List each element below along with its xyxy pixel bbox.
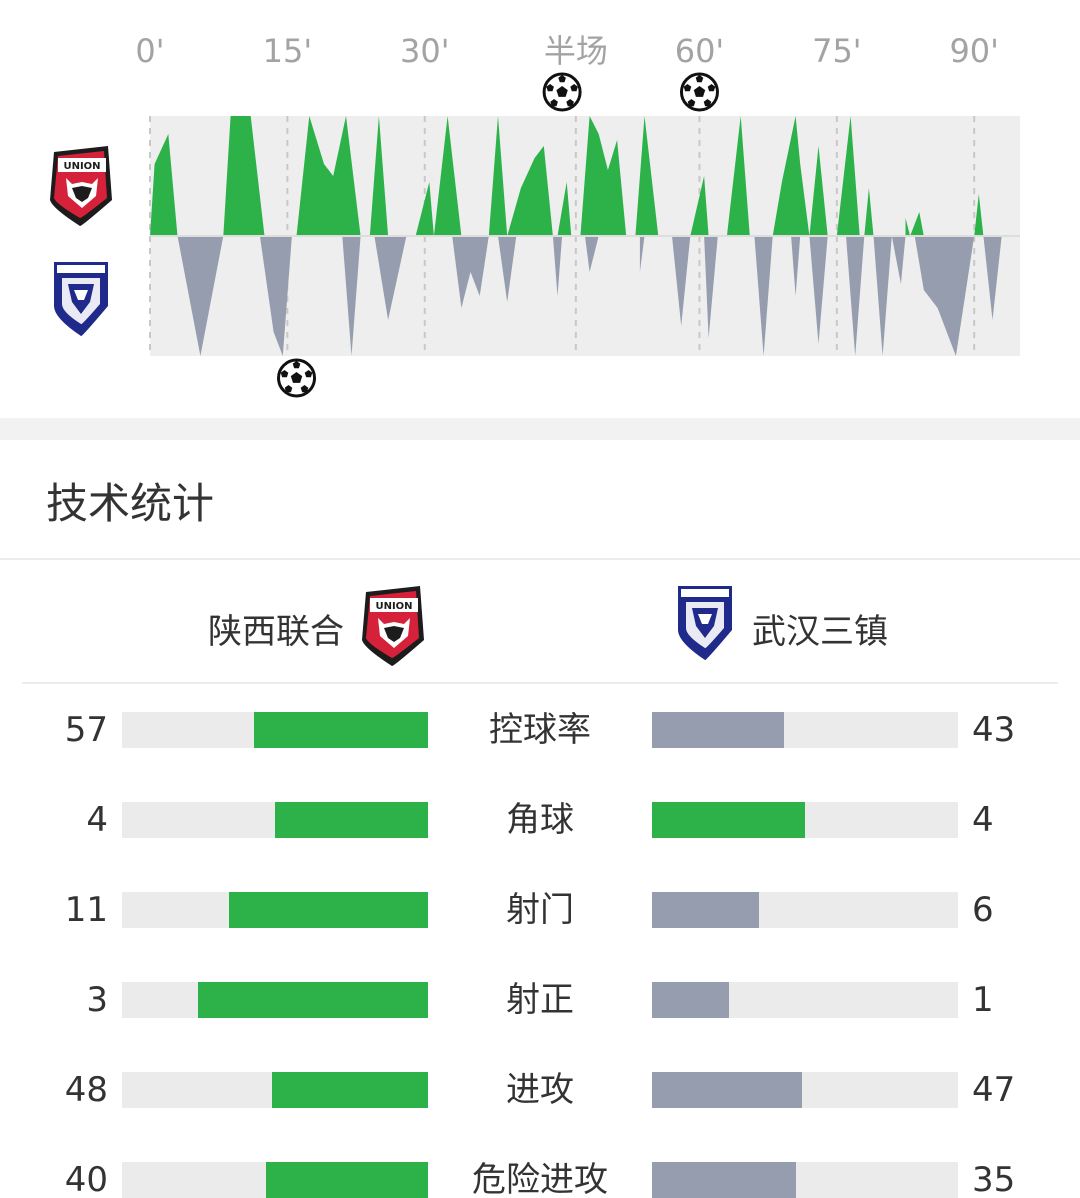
- minute-label: 60': [675, 32, 725, 70]
- home-stat-bar: [122, 1162, 428, 1198]
- away-stat-value: 1: [972, 980, 994, 1020]
- minute-label: 75': [812, 32, 862, 70]
- stat-label: 角球: [506, 800, 574, 840]
- home-stat-bar-fill: [275, 802, 428, 838]
- away-stat-value: 6: [972, 890, 994, 930]
- away-stat-bar: [652, 982, 958, 1018]
- stat-label: 控球率: [489, 710, 591, 750]
- stat-row: 48 进攻 47: [0, 1070, 1080, 1110]
- divider: [22, 682, 1058, 684]
- svg-text:UNION: UNION: [375, 601, 412, 612]
- divider: [0, 558, 1080, 560]
- away-stat-bar-fill: [652, 892, 759, 928]
- away-stat-bar: [652, 892, 958, 928]
- soccer-ball-icon: [542, 72, 582, 112]
- shaanxi-union-crest-icon: UNION: [50, 146, 112, 226]
- away-stat-bar: [652, 712, 958, 748]
- home-stat-bar: [122, 1072, 428, 1108]
- away-stat-value: 43: [972, 710, 1016, 750]
- stat-row: 57 控球率 43: [0, 710, 1080, 750]
- away-stat-bar-fill: [652, 982, 729, 1018]
- home-stat-bar: [122, 712, 428, 748]
- home-stat-bar: [122, 802, 428, 838]
- home-stat-value: 4: [86, 800, 108, 840]
- minute-label: 0': [135, 32, 164, 70]
- minute-label: 15': [263, 32, 313, 70]
- stat-label: 危险进攻: [472, 1160, 608, 1198]
- stat-label: 射正: [506, 980, 574, 1020]
- home-stat-bar-fill: [229, 892, 428, 928]
- minute-label: 90': [949, 32, 999, 70]
- home-stat-value: 11: [64, 890, 108, 930]
- away-team-name: 武汉三镇: [752, 612, 888, 652]
- home-team-name: 陕西联合: [208, 612, 344, 652]
- stat-label: 进攻: [506, 1070, 574, 1110]
- away-stat-value: 35: [972, 1160, 1016, 1198]
- minute-label: 半场: [544, 32, 608, 70]
- stat-row: 40 危险进攻 35: [0, 1160, 1080, 1198]
- away-stat-bar: [652, 1162, 958, 1198]
- wuhan-three-towns-crest-icon: [678, 586, 732, 661]
- home-pressure-area: [150, 116, 1020, 236]
- away-stat-bar-fill: [652, 1072, 802, 1108]
- stat-row: 3 射正 1: [0, 980, 1080, 1020]
- home-stat-bar-fill: [266, 1162, 428, 1198]
- home-stat-value: 3: [86, 980, 108, 1020]
- stat-label: 射门: [506, 890, 574, 930]
- away-stat-bar: [652, 802, 958, 838]
- shaanxi-union-crest-icon: UNION: [362, 586, 424, 666]
- away-stat-bar: [652, 1072, 958, 1108]
- soccer-ball-icon: [277, 358, 317, 398]
- home-stat-bar-fill: [272, 1072, 428, 1108]
- home-stat-bar: [122, 892, 428, 928]
- minute-labels: 0' 15' 30' 半场 60' 75' 90': [135, 32, 999, 70]
- away-stat-bar-fill: [652, 1162, 796, 1198]
- minute-label: 30': [400, 32, 450, 70]
- away-stat-bar-fill: [652, 802, 805, 838]
- svg-text:UNION: UNION: [63, 161, 100, 172]
- home-stat-value: 57: [64, 710, 108, 750]
- away-team-header: 武汉三镇: [540, 586, 1080, 666]
- goal-markers: [277, 72, 719, 398]
- away-stat-bar-fill: [652, 712, 784, 748]
- home-team-header: 陕西联合 UNION: [0, 586, 540, 666]
- wuhan-three-towns-crest-icon: [54, 262, 108, 337]
- away-stat-value: 4: [972, 800, 994, 840]
- section-title: 技术统计: [46, 479, 215, 528]
- home-stat-value: 40: [64, 1160, 108, 1198]
- match-momentum-chart: 0' 15' 30' 半场 60' 75' 90' UNION: [50, 32, 1020, 398]
- section-separator: [0, 418, 1080, 440]
- home-stat-bar-fill: [198, 982, 428, 1018]
- stat-row: 11 射门 6: [0, 890, 1080, 930]
- stat-row: 4 角球 4: [0, 800, 1080, 840]
- away-stat-value: 47: [972, 1070, 1016, 1110]
- soccer-ball-icon: [679, 72, 719, 112]
- home-stat-bar-fill: [254, 712, 428, 748]
- home-stat-value: 48: [64, 1070, 108, 1110]
- home-stat-bar: [122, 982, 428, 1018]
